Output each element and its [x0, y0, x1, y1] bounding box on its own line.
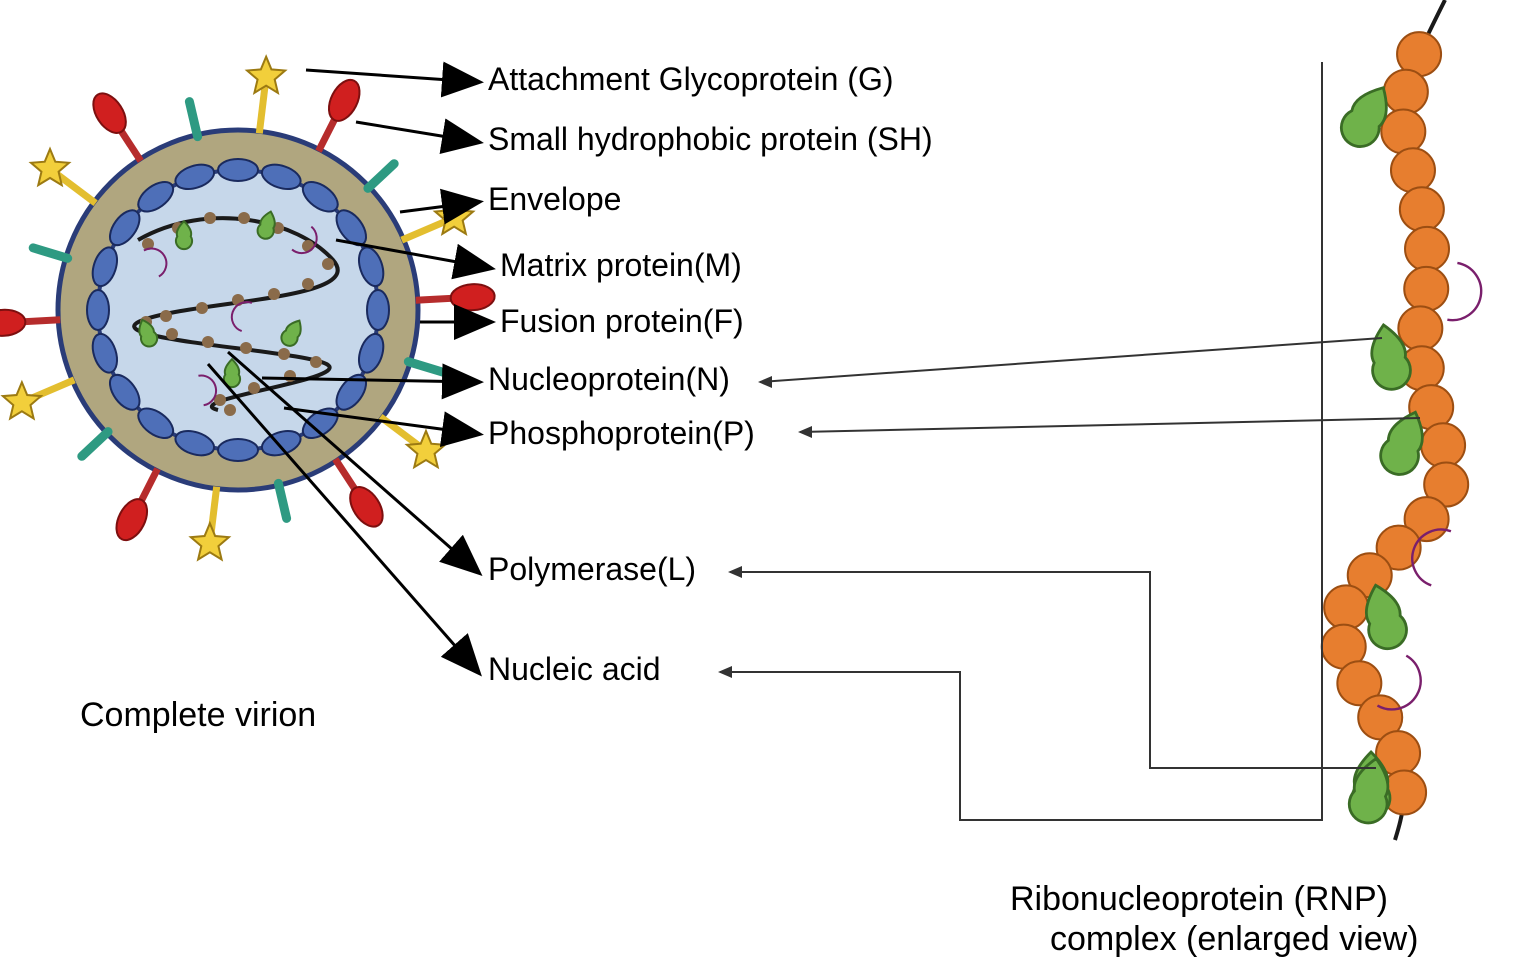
nucleoprotein-icon — [238, 212, 250, 224]
label-attachment_glycoprotein: Attachment Glycoprotein (G) — [488, 61, 893, 97]
pointer-arrow — [356, 122, 478, 142]
fusion-protein-icon — [323, 75, 366, 126]
matrix-protein-icon — [367, 290, 389, 330]
nucleoprotein-icon — [284, 370, 296, 382]
label-phosphoprotein: Phosphoprotein(P) — [488, 415, 755, 451]
rnp-pointer-line — [800, 418, 1420, 432]
nucleoprotein-icon — [1391, 148, 1435, 192]
label-matrix_protein: Matrix protein(M) — [500, 247, 742, 283]
sh-protein-icon — [408, 362, 442, 372]
sh-protein-icon — [189, 102, 197, 137]
nucleoprotein-icon — [1400, 187, 1444, 231]
rnp-pointer-line — [720, 62, 1322, 820]
nucleoprotein-icon — [1384, 70, 1428, 114]
glycoprotein-g-icon — [3, 382, 41, 418]
rnp-pointer-line — [730, 572, 1376, 768]
matrix-protein-icon — [218, 439, 258, 461]
caption-complete-virion: Complete virion — [80, 696, 316, 734]
nucleoprotein-icon — [1398, 306, 1442, 350]
nucleoprotein-icon — [166, 328, 178, 340]
nucleoprotein-icon — [240, 342, 252, 354]
pointer-arrow — [306, 70, 478, 82]
nucleoprotein-icon — [160, 310, 172, 322]
fusion-protein-icon — [87, 88, 133, 139]
matrix-protein-icon — [87, 290, 109, 330]
label-nucleic_acid: Nucleic acid — [488, 651, 661, 687]
label-small_hydrophobic: Small hydrophobic protein (SH) — [488, 121, 933, 157]
nucleoprotein-icon — [224, 404, 236, 416]
nucleoprotein-icon — [278, 348, 290, 360]
fusion-protein-icon — [450, 283, 495, 311]
nucleoprotein-icon — [248, 382, 260, 394]
fusion-protein-icon — [110, 494, 153, 545]
fusion-protein-icon — [0, 309, 26, 337]
label-nucleoprotein: Nucleoprotein(N) — [488, 361, 730, 397]
sh-protein-icon — [368, 164, 394, 189]
nucleoprotein-icon — [196, 302, 208, 314]
nucleoprotein-icon — [322, 258, 334, 270]
nucleoprotein-icon — [1404, 267, 1448, 311]
nucleoprotein-icon — [268, 288, 280, 300]
glycoprotein-g-icon — [407, 431, 445, 467]
nucleoprotein-icon — [310, 356, 322, 368]
matrix-protein-icon — [218, 159, 258, 181]
sh-protein-icon — [33, 248, 67, 258]
nucleoprotein-icon — [302, 240, 314, 252]
caption-rnp-1: Ribonucleoprotein (RNP) — [1010, 880, 1388, 918]
polymerase-icon — [1447, 263, 1485, 325]
sh-protein-icon — [82, 432, 108, 457]
caption-rnp-2: complex (enlarged view) — [1050, 920, 1419, 958]
nucleoprotein-icon — [204, 212, 216, 224]
nucleoprotein-icon — [302, 278, 314, 290]
virion-diagram: Attachment Glycoprotein (G) Small hydroph… — [0, 0, 1536, 958]
nucleoprotein-icon — [1381, 109, 1425, 153]
glycoprotein-g-icon — [191, 523, 229, 559]
label-polymerase: Polymerase(L) — [488, 551, 696, 587]
nucleoprotein-icon — [1324, 585, 1368, 629]
rnp-pointer-line — [760, 338, 1382, 382]
nucleoprotein-icon — [1405, 227, 1449, 271]
label-envelope: Envelope — [488, 181, 621, 217]
nucleoprotein-icon — [1421, 423, 1465, 467]
rnp-pointers — [718, 62, 1420, 820]
label-fusion_protein: Fusion protein(F) — [500, 303, 744, 339]
nucleoprotein-icon — [202, 336, 214, 348]
sh-protein-icon — [278, 483, 286, 518]
